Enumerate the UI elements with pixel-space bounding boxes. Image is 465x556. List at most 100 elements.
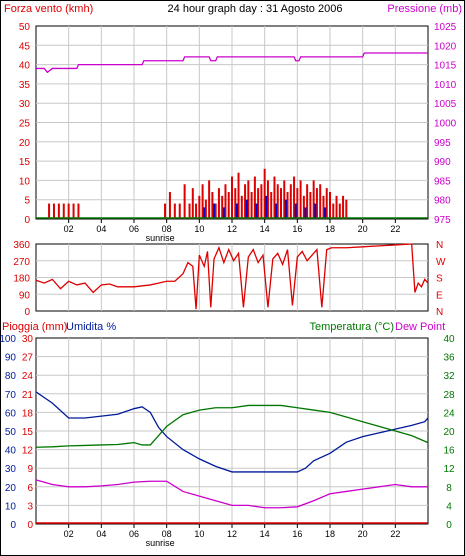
page-title: 24 hour graph day : 31 Agosto 2006 [168, 3, 343, 15]
pressure-y-tick-label: 1025 [434, 22, 457, 33]
wind-y-tick-label: 35 [19, 80, 31, 91]
temperature-y-tick-label: 36 [443, 353, 455, 364]
pressure-y-tick-label: 980 [434, 196, 451, 207]
direction-y-tick-label: 180 [13, 274, 30, 285]
wind-axis-title: Forza vento (kmh) [4, 3, 93, 15]
wind-x-tick-label: 04 [96, 224, 106, 234]
rain-y-tick-label: 0 [27, 520, 33, 531]
temperature-y-tick-label: 32 [443, 371, 455, 382]
temperature-axis-title: Temperatura (°C) [310, 321, 394, 333]
humidity-y-tick-label: 80 [5, 371, 17, 382]
humidity-y-tick-label: 90 [5, 353, 17, 364]
direction-y-tick-label: 270 [13, 257, 30, 268]
humidity-y-tick-label: 60 [5, 408, 17, 419]
rain-x-tick-label: 14 [260, 529, 270, 539]
pressure-y-tick-label: 975 [434, 215, 451, 226]
wind-pressure-panel: 0510152025303540455097598098599099510001… [19, 22, 457, 243]
temperature-y-tick-label: 16 [443, 446, 455, 457]
wind-y-tick-label: 40 [19, 61, 31, 72]
wind-y-tick-label: 45 [19, 41, 31, 52]
rain-y-tick-label: 21 [22, 390, 34, 401]
wind-x-tick-label: 06 [129, 224, 139, 234]
wind-direction-line [35, 243, 429, 310]
temperature-y-tick-label: 40 [443, 334, 455, 345]
temperature-y-tick-label: 0 [446, 520, 452, 531]
rain-y-tick-label: 18 [22, 408, 34, 419]
wind-sunrise-label: sunrise [146, 233, 175, 243]
humidity-y-tick-label: 30 [5, 464, 17, 475]
humidity-y-tick-label: 20 [5, 483, 17, 494]
wind-x-tick-label: 16 [292, 224, 302, 234]
temperature-line [35, 404, 429, 448]
wind-x-tick-label: 18 [325, 224, 335, 234]
pressure-y-tick-label: 1020 [434, 41, 457, 52]
direction-compass-label: E [436, 290, 443, 301]
wind-y-tick-label: 0 [24, 215, 30, 226]
temperature-y-tick-label: 20 [443, 427, 455, 438]
temperature-y-tick-label: 4 [446, 501, 452, 512]
rain-y-tick-label: 6 [27, 483, 33, 494]
temperature-y-tick-label: 28 [443, 390, 455, 401]
pressure-y-tick-label: 1010 [434, 80, 457, 91]
direction-y-tick-label: 360 [13, 240, 30, 251]
wind-y-tick-label: 30 [19, 99, 31, 110]
humidity-y-tick-label: 10 [5, 501, 17, 512]
rain-x-tick-label: 20 [358, 529, 368, 539]
temperature-y-tick-label: 24 [443, 408, 455, 419]
rain-x-tick-label: 12 [227, 529, 237, 539]
rain-y-tick-label: 30 [22, 334, 34, 345]
wind-y-tick-label: 50 [19, 22, 31, 33]
direction-compass-label: S [436, 274, 443, 285]
rain-x-tick-label: 04 [96, 529, 106, 539]
rain-x-tick-label: 02 [64, 529, 74, 539]
pressure-y-tick-label: 1005 [434, 99, 457, 110]
rain-humidity-temp-panel: 0102030405060708090100036912151821242730… [0, 334, 455, 548]
direction-compass-label: N [436, 307, 443, 318]
humidity-y-tick-label: 0 [10, 520, 16, 531]
pressure-line [36, 52, 428, 74]
rain-axis-title: Pioggia (mm) [2, 321, 67, 333]
wind-x-tick-label: 14 [260, 224, 270, 234]
pressure-y-tick-label: 995 [434, 138, 451, 149]
wind-y-tick-label: 5 [24, 196, 30, 207]
rain-y-tick-label: 24 [22, 371, 34, 382]
direction-y-tick-label: 0 [24, 307, 30, 318]
rain-x-tick-label: 16 [292, 529, 302, 539]
wind-y-tick-label: 15 [19, 157, 31, 168]
humidity-y-tick-label: 40 [5, 446, 17, 457]
wind-x-tick-label: 12 [227, 224, 237, 234]
wind-y-tick-label: 20 [19, 138, 31, 149]
pressure-y-tick-label: 1000 [434, 119, 457, 130]
direction-compass-label: N [436, 240, 443, 251]
rain-y-tick-label: 3 [27, 501, 33, 512]
pressure-y-tick-label: 985 [434, 176, 451, 187]
temperature-y-tick-label: 8 [446, 483, 452, 494]
wind-x-tick-label: 20 [358, 224, 368, 234]
wind-x-tick-label: 08 [162, 224, 172, 234]
rain-x-tick-label: 06 [129, 529, 139, 539]
rain-sunrise-label: sunrise [146, 538, 175, 548]
rain-x-tick-label: 08 [162, 529, 172, 539]
pressure-y-tick-label: 1015 [434, 61, 457, 72]
dew-point-line [35, 479, 428, 509]
humidity-axis-title: Umidita % [66, 321, 116, 333]
humidity-y-tick-label: 70 [5, 390, 17, 401]
wind-x-tick-label: 02 [64, 224, 74, 234]
direction-y-tick-label: 90 [19, 290, 31, 301]
dew-point-axis-title: Dew Point [395, 321, 445, 333]
rain-x-tick-label: 18 [325, 529, 335, 539]
humidity-y-tick-label: 50 [5, 427, 17, 438]
rain-y-tick-label: 12 [22, 446, 34, 457]
temperature-y-tick-label: 12 [443, 464, 455, 475]
humidity-y-tick-label: 100 [0, 334, 16, 345]
direction-compass-label: W [436, 257, 446, 268]
pressure-axis-title: Pressione (mb) [387, 3, 462, 15]
wind-y-tick-label: 10 [19, 176, 31, 187]
pressure-y-tick-label: 990 [434, 157, 451, 168]
wind-x-tick-label: 22 [390, 224, 400, 234]
rain-y-tick-label: 15 [22, 427, 34, 438]
rain-x-tick-label: 22 [390, 529, 400, 539]
rain-y-tick-label: 9 [27, 464, 33, 475]
